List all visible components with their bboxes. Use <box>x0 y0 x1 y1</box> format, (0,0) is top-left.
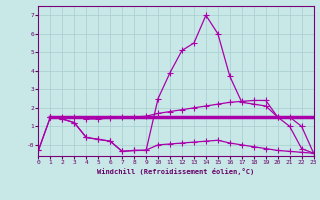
X-axis label: Windchill (Refroidissement éolien,°C): Windchill (Refroidissement éolien,°C) <box>97 168 255 175</box>
